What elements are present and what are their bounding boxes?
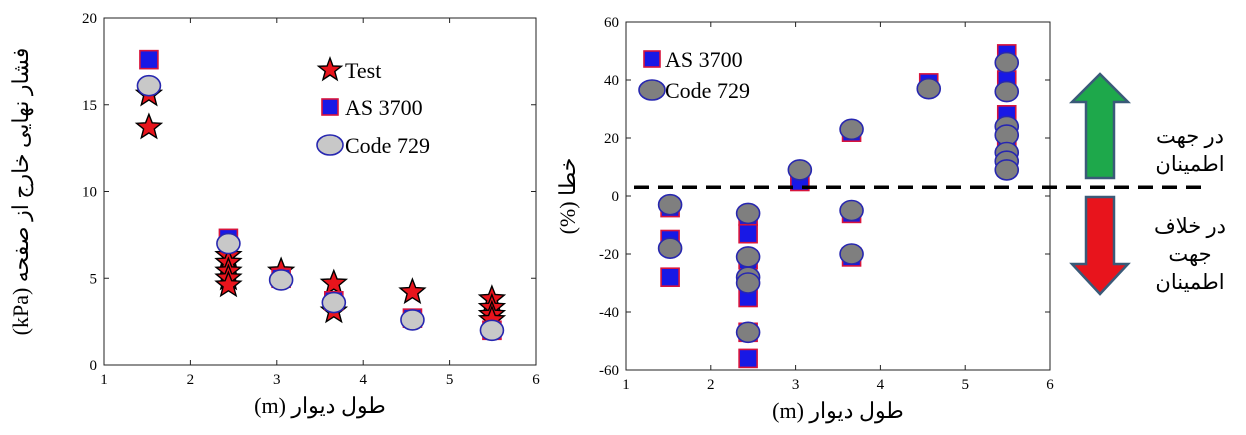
data-point bbox=[738, 348, 758, 369]
unsafe-side-label: جهت bbox=[1168, 242, 1211, 267]
legend: Test AS 3700 Code 729 bbox=[316, 55, 430, 158]
data-point bbox=[268, 269, 294, 291]
x-tick-label: 5 bbox=[961, 377, 969, 393]
data-point bbox=[479, 319, 505, 342]
y-tick-label: 40 bbox=[604, 73, 619, 89]
data-point bbox=[660, 267, 680, 288]
data-point bbox=[738, 223, 758, 244]
y-tick-label: 0 bbox=[612, 189, 620, 205]
x-axis-label: طول دیوار (m) bbox=[254, 393, 386, 419]
plot-frame bbox=[625, 21, 1051, 371]
data-point bbox=[136, 74, 162, 97]
x-tick-label: 5 bbox=[446, 372, 454, 388]
unsafe-arrow-down bbox=[1069, 195, 1131, 296]
chart-1: 1 2 3 4 5 6 0 5 10 15 20 طول دیوار (m) فشار نهایی خا… bbox=[8, 11, 540, 419]
x-tick-label: 1 bbox=[100, 372, 108, 388]
x-tick-label: 3 bbox=[273, 372, 281, 388]
data-point bbox=[735, 272, 761, 294]
data-point bbox=[839, 118, 864, 141]
y-axis-label: خطا (%) bbox=[555, 158, 580, 235]
x-tick-label: 2 bbox=[707, 377, 715, 393]
data-point bbox=[735, 321, 761, 344]
legend-label: Code 729 bbox=[345, 133, 430, 158]
y-tick-label: 10 bbox=[82, 185, 97, 201]
x-tick-label: 2 bbox=[187, 372, 195, 388]
annotation-arrows bbox=[1068, 72, 1132, 296]
legend-label: AS 3700 bbox=[345, 95, 423, 120]
data-point bbox=[994, 80, 1020, 103]
series-as-3700 bbox=[139, 49, 502, 341]
data-point bbox=[839, 243, 864, 265]
y-tick-label: 15 bbox=[82, 98, 97, 114]
data-point bbox=[916, 77, 942, 100]
legend-label: AS 3700 bbox=[665, 47, 743, 72]
y-tick-label: 20 bbox=[82, 11, 97, 27]
safe-side-label: در جهت bbox=[1156, 124, 1224, 149]
x-tick-label: 3 bbox=[792, 377, 800, 393]
x-tick-label: 6 bbox=[532, 372, 540, 388]
side-annotations: در جهت اطمینان در خلاف جهت اطمینان bbox=[1154, 124, 1226, 294]
data-point bbox=[398, 277, 427, 305]
y-tick-label: 0 bbox=[90, 358, 98, 374]
data-point bbox=[139, 49, 159, 70]
chart-2: 1 2 3 4 5 6 -60 -40 -20 0 20 40 60 طول دیوار (m) خطا (… bbox=[555, 15, 1226, 424]
legend-marker bbox=[316, 55, 344, 82]
x-tick-label: 4 bbox=[877, 377, 885, 393]
safe-side-label: اطمینان bbox=[1155, 152, 1224, 176]
x-tick-label: 1 bbox=[622, 377, 630, 393]
data-point bbox=[216, 232, 241, 255]
y-tick-label: 5 bbox=[90, 271, 98, 287]
y-tick-label: 20 bbox=[604, 131, 619, 147]
data-point bbox=[214, 270, 243, 298]
unsafe-side-label: در خلاف bbox=[1154, 214, 1226, 239]
data-point bbox=[321, 291, 347, 314]
data-point bbox=[657, 237, 683, 259]
y-axis-label: فشار نهایی خارج از صفحه (kPa) bbox=[8, 48, 34, 336]
series-code-729 bbox=[657, 51, 1020, 344]
data-point bbox=[735, 246, 761, 268]
data-point bbox=[319, 268, 349, 296]
series-code-729 bbox=[136, 74, 505, 342]
safe-arrow-up bbox=[1068, 72, 1132, 180]
y-tick-label: 60 bbox=[604, 15, 619, 31]
legend-marker bbox=[638, 79, 666, 101]
y-tick-label: -40 bbox=[599, 305, 619, 321]
data-point bbox=[787, 159, 813, 181]
legend-marker bbox=[316, 134, 344, 156]
legend-marker bbox=[643, 50, 661, 68]
data-point bbox=[400, 309, 425, 331]
data-point bbox=[994, 51, 1020, 74]
data-point bbox=[839, 199, 864, 222]
legend-marker bbox=[321, 98, 339, 116]
x-tick-label: 4 bbox=[359, 372, 367, 388]
unsafe-side-label: اطمینان bbox=[1155, 270, 1224, 294]
x-tick-label: 6 bbox=[1046, 377, 1054, 393]
data-point bbox=[134, 112, 164, 140]
legend: AS 3700 Code 729 bbox=[638, 47, 750, 103]
y-tick-label: -60 bbox=[599, 363, 619, 379]
series-test bbox=[134, 79, 507, 332]
y-tick-label: -20 bbox=[599, 247, 619, 263]
plot-frame bbox=[103, 17, 537, 366]
x-axis-label: طول دیوار (m) bbox=[772, 398, 904, 424]
data-point bbox=[657, 193, 683, 216]
legend-label: Code 729 bbox=[665, 78, 750, 103]
data-point bbox=[994, 159, 1020, 181]
data-point bbox=[735, 202, 761, 225]
legend-label: Test bbox=[345, 58, 381, 83]
